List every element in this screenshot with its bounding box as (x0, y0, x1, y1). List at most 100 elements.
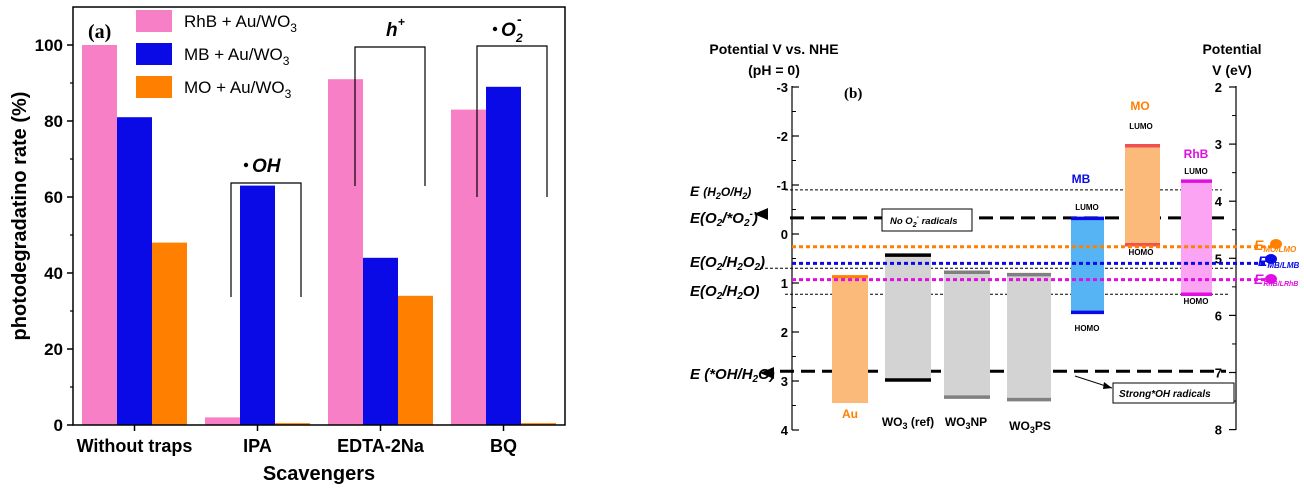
dye-homo-mo: HOMO (1129, 248, 1154, 257)
dye-name-rhb: RhB (1184, 147, 1209, 161)
box-oh: Strong*OH radicals (1075, 376, 1234, 403)
annot-h: h + (386, 15, 405, 41)
left-axis-title-1: Potential V vs. NHE (709, 41, 838, 57)
bar-0-1 (117, 117, 152, 425)
svg-text:E(O2/*O2-): E(O2/*O2-) (690, 209, 758, 229)
left-tick-label-6: 3 (781, 374, 788, 389)
right-tick-label-0: 2 (1215, 80, 1222, 95)
x-tick-label-1: IPA (243, 436, 272, 456)
bar-1-1 (240, 186, 275, 425)
bar-3-1 (486, 87, 521, 425)
y-axis-label-a: photodegradatino rate (%) (9, 92, 31, 341)
bar-0-2 (152, 243, 187, 425)
right-label-rhb: ERhB/LRhB (1254, 271, 1298, 288)
band-5 (1125, 146, 1160, 245)
left-axis-title-2: (pH = 0) (748, 62, 800, 78)
band-4 (1071, 218, 1104, 312)
y-tick-label-4: 80 (44, 112, 63, 131)
y-tick-label-0: 0 (54, 416, 63, 435)
panel-b: Potential V vs. NHE (pH = 0) Potential V… (690, 41, 1300, 438)
left-tick-label-2: -1 (776, 178, 788, 193)
material-label-au: Au (842, 407, 858, 421)
left-tick-label-5: 2 (781, 325, 788, 340)
x-axis-label-a: Scavengers (263, 463, 375, 485)
dye-homo-mb: HOMO (1075, 324, 1100, 333)
y-tick-label-1: 20 (44, 340, 63, 359)
left-tick-label-7: 4 (781, 423, 789, 438)
panel-label-a: (a) (88, 21, 111, 43)
band-3 (1007, 275, 1051, 400)
right-axis-title-2: V (eV) (1212, 62, 1252, 78)
ref-label-o2-h2o2: E(O2/H2O2) (690, 254, 765, 273)
bar-2-0 (328, 79, 363, 425)
material-label-ref: WO3 (ref) (882, 415, 934, 431)
left-tick-label-4: 1 (781, 276, 788, 291)
ref-label-o2-h2o: E(O2/H2O) (690, 283, 759, 302)
x-tick-label-3: BQ (490, 436, 517, 456)
right-tick-label-2: 4 (1215, 194, 1223, 209)
svg-text:EMB/LMB: EMB/LMB (1258, 253, 1300, 270)
dye-lumo-rhb: LUMO (1184, 167, 1208, 176)
svg-text:E (*OH/H2O): E (*OH/H2O) (690, 366, 775, 385)
dye-lumo-mo: LUMO (1129, 122, 1153, 131)
annot-oh: OH (244, 156, 282, 177)
svg-text:E(O2/H2O2): E(O2/H2O2) (690, 254, 765, 273)
bracket-h (355, 47, 425, 186)
annot-h-text: h (386, 20, 398, 41)
panel-label-b: (b) (844, 86, 862, 102)
ref-label-o2-o2r: E(O2/*O2-) (690, 208, 768, 229)
band-0 (832, 277, 868, 403)
annot-h-sup: + (398, 15, 405, 29)
legend-swatch-0 (136, 10, 172, 32)
box-oh-text: Strong*OH radicals (1119, 389, 1211, 400)
bar-group (82, 45, 556, 425)
legend-swatch-2 (136, 76, 172, 98)
right-axis-title-1: Potential (1202, 41, 1261, 57)
bar-2-2 (398, 296, 433, 425)
dye-name-mb: MB (1072, 172, 1091, 186)
left-tick-label-1: -2 (776, 129, 788, 144)
bar-2-1 (363, 258, 398, 425)
material-label-np: WO3NP (945, 415, 987, 431)
material-label-ps: WO3PS (1009, 419, 1051, 435)
y-tick-label-2: 40 (44, 264, 63, 283)
svg-text:No O2- radicals: No O2- radicals (890, 214, 958, 229)
box-no-o2: No O2- radicals (882, 209, 972, 231)
energy-bands (832, 146, 1212, 403)
left-ticks: -3 -2 -1 0 1 2 3 4 (776, 80, 799, 438)
annot-o2-sub: 2 (515, 31, 523, 45)
dye-name-mo: MO (1130, 99, 1149, 113)
right-tick-label-6: 8 (1215, 423, 1222, 438)
band-1 (885, 255, 931, 380)
legend-label-1: MB + Au/WO3 (184, 45, 290, 68)
dye-homo-rhb: HOMO (1184, 297, 1209, 306)
x-tick-label-0: Without traps (77, 436, 193, 456)
band-2 (944, 272, 990, 397)
bar-0-0 (82, 45, 117, 425)
annot-o2-text: O (501, 20, 516, 41)
svg-text:E (H2O/H2): E (H2O/H2) (690, 183, 751, 201)
annot-oh-text: OH (252, 156, 282, 177)
legend-a: RhB + Au/WO3 MB + Au/WO3 MO + Au/WO3 (136, 10, 297, 101)
annot-o2: O 2 - (493, 11, 523, 45)
dye-lumo-mb: LUMO (1075, 203, 1099, 212)
y-tick-label-5: 100 (35, 36, 63, 55)
svg-text:E(O2/H2O): E(O2/H2O) (690, 283, 759, 302)
ref-label-h2o-h2: E (H2O/H2) (690, 183, 751, 201)
x-axis-a: Without traps IPA EDTA-2Na BQ (77, 425, 517, 456)
left-tick-label-0: -3 (776, 80, 788, 95)
ref-label-oh-h2o: E (*OH/H2O) (690, 366, 775, 385)
band-6 (1181, 181, 1212, 294)
right-tick-label-5: 7 (1215, 366, 1222, 381)
y-tick-label-3: 60 (44, 188, 63, 207)
right-label-mb: EMB/LMB (1258, 253, 1300, 270)
x-tick-label-2: EDTA-2Na (337, 436, 425, 456)
annot-o2-sup: - (517, 11, 522, 27)
legend-label-0: RhB + Au/WO3 (184, 12, 297, 35)
bar-3-0 (451, 110, 486, 425)
legend-label-2: MO + Au/WO3 (184, 78, 292, 101)
bar-1-0 (205, 417, 240, 425)
right-tick-label-1: 3 (1215, 137, 1222, 152)
